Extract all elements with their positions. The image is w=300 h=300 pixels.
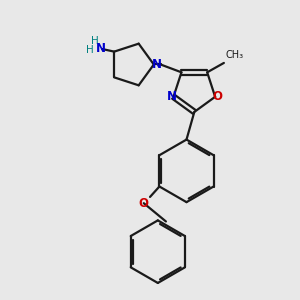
Text: N: N [152,58,162,71]
Text: O: O [139,197,149,210]
Text: O: O [212,90,222,103]
Text: H: H [91,36,98,46]
Text: CH₃: CH₃ [225,50,244,60]
Text: H: H [86,44,94,55]
Text: N: N [96,42,106,55]
Text: N: N [167,90,176,103]
